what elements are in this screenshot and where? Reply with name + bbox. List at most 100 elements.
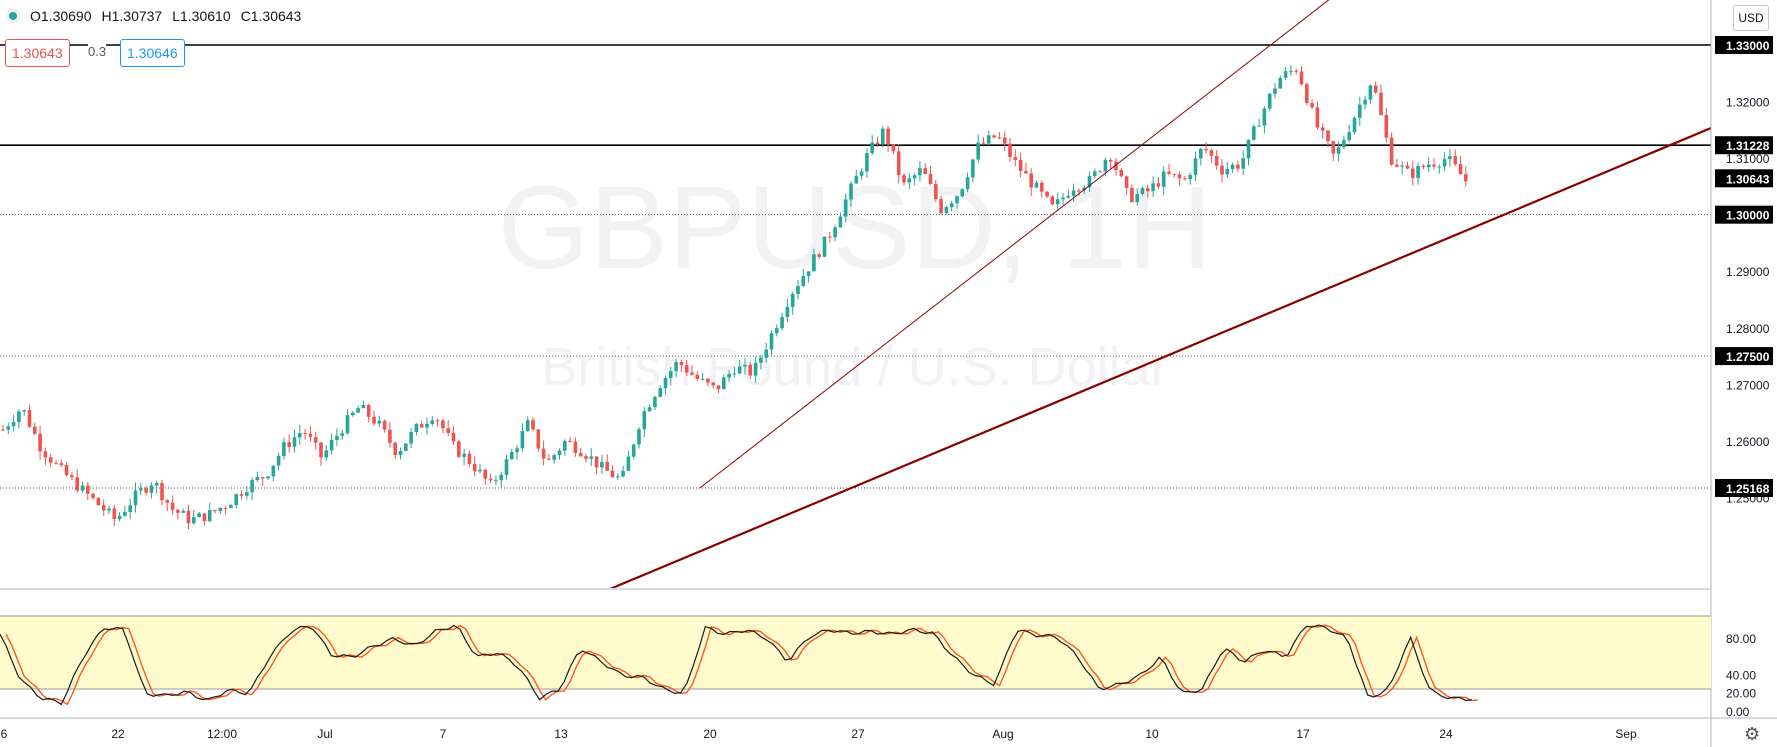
buy-button[interactable]: 1.30646: [120, 39, 185, 67]
candle-body: [1061, 197, 1065, 200]
spread-value: 0.3: [88, 39, 107, 65]
candle-body: [605, 461, 609, 471]
candle-body: [488, 478, 493, 481]
candle-body: [1199, 148, 1203, 159]
candle-body: [1135, 194, 1139, 202]
candle-body: [1395, 164, 1399, 167]
candle-body: [801, 276, 806, 287]
candle-body: [234, 494, 238, 506]
candle-body: [1363, 99, 1367, 105]
time-axis[interactable]: 6 22 12:00 Jul 7 13 20 27 Aug 10 17 24 Sep: [1, 727, 1637, 741]
time-tick-label: 10: [1145, 727, 1159, 741]
candle-body: [987, 135, 991, 144]
candle-body: [250, 479, 254, 493]
candle-body: [1262, 108, 1267, 126]
candle-body: [1151, 183, 1155, 192]
candle-body: [541, 448, 546, 459]
candle-body: [1320, 127, 1325, 131]
candle-body: [451, 432, 456, 442]
candle-body: [1114, 161, 1118, 170]
candle-body: [748, 364, 753, 376]
candle-body: [266, 476, 270, 479]
currency-button[interactable]: USD: [1733, 5, 1769, 31]
candle-body: [584, 456, 588, 459]
stochastic-tick-label: 0.00: [1726, 705, 1750, 719]
candle-body: [981, 142, 986, 144]
candle-body: [1278, 77, 1283, 89]
candle-body: [117, 515, 122, 520]
candle-body: [43, 451, 48, 458]
stochastic-d-line: [5, 624, 1479, 706]
horizontal-levels: [0, 44, 1711, 489]
candle-body: [1172, 173, 1177, 175]
candle-body: [732, 373, 737, 375]
candle-body: [213, 510, 217, 512]
candle-body: [838, 216, 843, 228]
trendlines[interactable]: [609, 0, 1711, 589]
candle-body: [197, 513, 201, 518]
candle-body: [727, 373, 731, 378]
candle-body: [918, 168, 922, 176]
candle-body: [308, 433, 313, 438]
candle-body: [1257, 125, 1261, 127]
candle-body: [75, 477, 79, 491]
candle-body: [33, 426, 37, 434]
candle-body: [812, 254, 816, 272]
price-level-tag-label: 1.30000: [1726, 209, 1770, 223]
price-level-tag-label: 1.31228: [1726, 139, 1770, 153]
candle-body: [414, 423, 419, 433]
candle-body: [1045, 191, 1049, 197]
sell-button[interactable]: 1.30643: [5, 39, 70, 67]
candle-body: [64, 465, 69, 476]
candle-body: [86, 485, 90, 494]
candle-body: [1087, 176, 1092, 188]
candle-body: [1098, 171, 1102, 173]
candle-body: [139, 488, 143, 491]
candle-body: [404, 443, 408, 451]
candle-body: [674, 362, 678, 372]
candle-body: [319, 442, 323, 458]
candle-body: [934, 183, 938, 200]
price-axis[interactable]: 1.33000 1.32000 1.31000 1.29000 1.28000 1.270…: [1715, 36, 1773, 505]
candle-body: [1167, 171, 1171, 174]
candle-body: [292, 437, 297, 447]
candle-body: [992, 135, 996, 138]
candle-body: [822, 236, 827, 257]
candle-body: [573, 441, 578, 454]
candle-body: [753, 362, 758, 376]
candle-body: [462, 453, 466, 457]
candle-body: [769, 333, 774, 350]
candle-body: [478, 469, 482, 472]
candle-body: [1108, 159, 1113, 162]
price-level-tag-label: 1.30643: [1726, 172, 1770, 186]
price-level-tag-label: 1.25168: [1726, 482, 1770, 496]
candle-body: [806, 271, 811, 277]
candle-body: [875, 142, 880, 145]
candle-body: [1130, 187, 1134, 202]
candle-body: [112, 508, 117, 520]
candle-body: [1241, 158, 1245, 169]
stochastic-oscillator: [0, 624, 1479, 706]
ohlc-legend: O1.30690 H1.30737 L1.30610 C1.30643: [6, 8, 301, 24]
candle-body: [435, 420, 440, 422]
candle-body: [27, 410, 32, 427]
candle-body: [419, 423, 424, 428]
candle-body: [207, 510, 212, 522]
candle-body: [472, 464, 477, 472]
candle-body: [658, 388, 662, 397]
candle-body: [711, 382, 715, 386]
candle-body: [287, 442, 291, 447]
gear-icon[interactable]: ⚙: [1744, 724, 1761, 744]
candle-body: [525, 420, 530, 432]
candle-body: [80, 485, 85, 491]
time-tick-label: 12:00: [207, 727, 237, 741]
candle-body: [154, 483, 159, 486]
candle-body: [552, 455, 556, 460]
candle-body: [160, 483, 164, 501]
candle-body: [446, 428, 450, 433]
candle-body: [1214, 155, 1219, 166]
candle-body: [1225, 169, 1230, 175]
candle-body: [616, 476, 620, 478]
ohlc-open: O1.30690: [30, 8, 92, 24]
